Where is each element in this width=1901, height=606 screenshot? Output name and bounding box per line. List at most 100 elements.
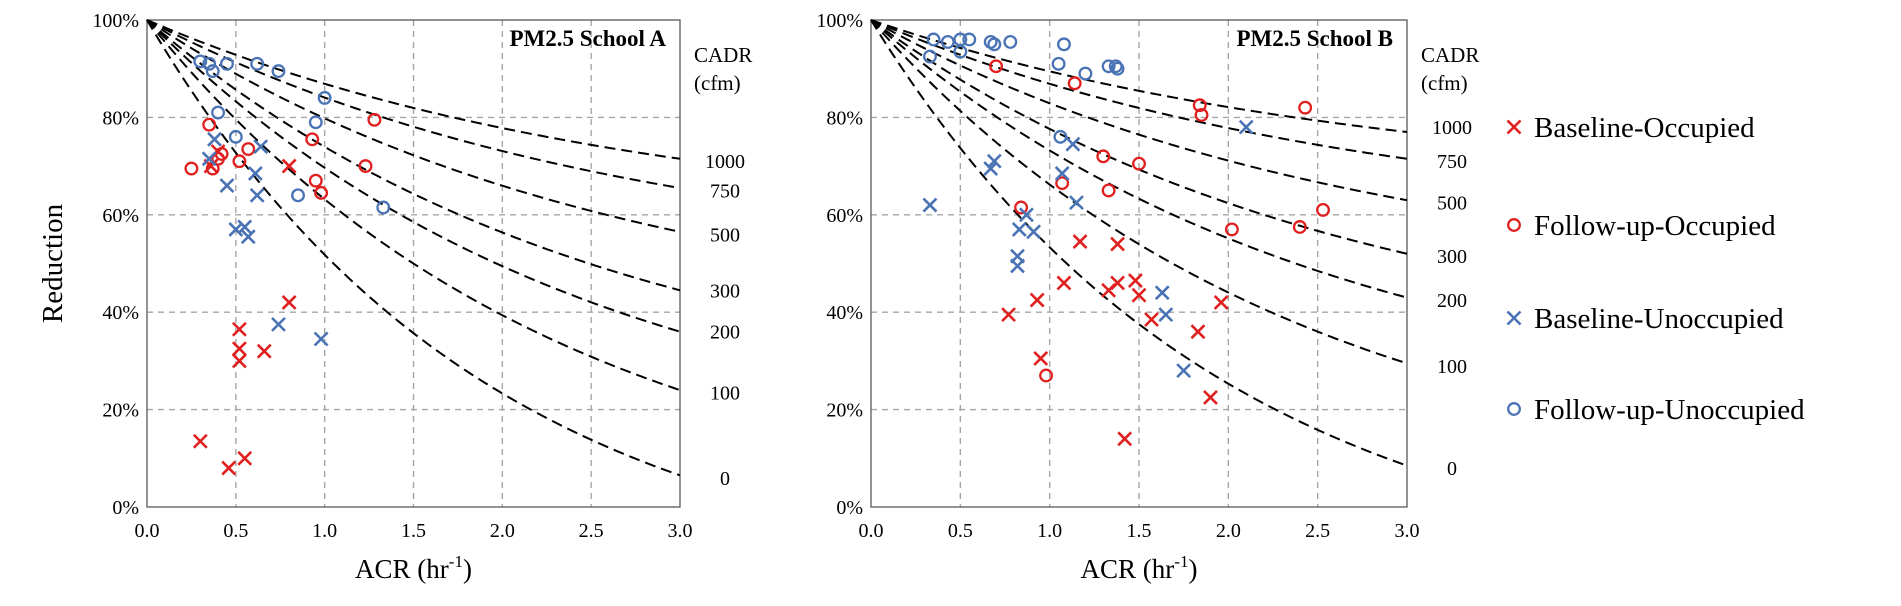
marker-stroke-b <box>1128 273 1143 288</box>
cadr-label-0: 0 <box>720 468 730 490</box>
cadr-unit: (cfm) <box>1421 71 1468 95</box>
data-point <box>1069 195 1084 211</box>
marker-stroke-b <box>1144 312 1159 327</box>
data-point <box>989 59 1004 74</box>
cadr-curve-200 <box>146 19 681 333</box>
cadr-curve-500 <box>870 19 1408 202</box>
data-point <box>201 151 217 167</box>
data-point <box>207 131 222 147</box>
marker-stroke-b <box>1072 234 1088 250</box>
marker-stroke-b <box>1238 119 1254 135</box>
x-axis-label-close: ) <box>463 554 472 584</box>
data-point <box>271 64 286 79</box>
cadr-label-750: 750 <box>710 180 740 202</box>
y-tick-label: 20% <box>826 400 863 422</box>
marker-stroke-b <box>192 433 208 449</box>
x-tick-label: 0.5 <box>948 520 973 542</box>
data-point <box>308 173 323 188</box>
data-point <box>219 56 234 71</box>
cadr-curve-0 <box>146 19 681 477</box>
data-point <box>1019 207 1034 223</box>
data-point <box>305 132 320 147</box>
data-point <box>271 316 286 332</box>
series-follow-up-unoccupied <box>193 54 391 215</box>
cadr-title: CADR <box>694 43 752 67</box>
marker-stroke-b <box>271 316 286 332</box>
data-point <box>1067 76 1082 91</box>
data-point <box>367 112 382 127</box>
data-point <box>240 229 256 245</box>
data-point <box>219 178 235 193</box>
marker-stroke-b <box>1110 236 1125 252</box>
data-point <box>291 188 305 203</box>
cadr-curve-1000 <box>146 19 681 160</box>
x-tick-label: 0.0 <box>859 520 884 542</box>
y-tick-label: 80% <box>102 107 139 129</box>
data-point <box>308 115 323 130</box>
x-axis-label: ACR (hr-1) <box>355 552 472 584</box>
data-point <box>1158 307 1174 323</box>
data-point <box>281 158 297 174</box>
series-follow-up-unoccupied <box>923 32 1125 144</box>
marker-stroke-b <box>1033 351 1049 366</box>
data-point <box>1033 351 1049 366</box>
marker-stroke-b <box>1110 275 1125 291</box>
data-point <box>1316 202 1330 217</box>
data-point <box>1224 222 1239 237</box>
cadr-label-500: 500 <box>710 224 740 246</box>
data-point <box>205 64 220 79</box>
data-point <box>953 32 968 47</box>
marker-stroke-b <box>256 343 272 359</box>
data-point <box>1144 312 1159 327</box>
cadr-label-1000: 1000 <box>1432 117 1472 139</box>
marker-stroke-b <box>231 341 247 357</box>
data-point <box>1117 431 1133 447</box>
cadr-label-300: 300 <box>710 280 740 302</box>
data-point <box>247 165 263 181</box>
x-tick-label: 2.0 <box>1216 520 1241 542</box>
marker-stroke-b <box>1117 431 1133 447</box>
data-point <box>1298 100 1313 115</box>
data-point <box>1128 273 1143 288</box>
x-tick-label: 3.0 <box>668 520 693 542</box>
data-point <box>1057 37 1071 52</box>
data-point <box>1213 295 1229 310</box>
x-axis-label-close: ) <box>1188 554 1197 584</box>
marker-stroke-b <box>1158 307 1174 323</box>
legend-marker-baseline-occupied <box>1506 119 1522 135</box>
marker-stroke-b <box>228 221 244 237</box>
cadr-unit: (cfm) <box>694 71 741 95</box>
marker-stroke-b <box>237 450 253 466</box>
series-baseline-unoccupied <box>922 119 1254 379</box>
data-point <box>237 450 253 466</box>
marker-stroke-b <box>1190 324 1206 340</box>
marker-stroke-b <box>247 165 263 181</box>
cadr-label-750: 750 <box>1437 151 1467 173</box>
marker-stroke-b <box>1010 258 1025 274</box>
y-tick-label: 100% <box>92 10 139 32</box>
legend-label-follow-up-occupied: Follow-up-Occupied <box>1534 210 1776 242</box>
x-tick-label: 0.0 <box>135 520 160 542</box>
marker-stroke-b <box>1029 292 1045 308</box>
data-point <box>250 56 265 71</box>
data-point <box>1065 136 1081 152</box>
data-point <box>922 197 938 213</box>
data-point <box>1001 307 1016 323</box>
cadr-curve-100 <box>146 19 681 392</box>
cadr-curve-750 <box>870 19 1408 160</box>
marker-stroke-b <box>1506 310 1522 326</box>
data-point <box>1014 200 1029 215</box>
x-tick-label: 1.0 <box>312 520 337 542</box>
marker-stroke-b <box>1065 136 1081 152</box>
data-point <box>1238 119 1254 135</box>
data-point <box>1010 258 1025 274</box>
data-point <box>986 153 1002 169</box>
marker-stroke-b <box>253 139 269 155</box>
marker-stroke-b <box>1019 207 1034 223</box>
data-point <box>1003 34 1018 49</box>
data-point <box>1029 292 1045 308</box>
marker-stroke-b <box>219 178 235 193</box>
x-tick-label: 1.0 <box>1037 520 1062 542</box>
marker-stroke-b <box>1026 224 1042 240</box>
data-point <box>1051 56 1066 71</box>
